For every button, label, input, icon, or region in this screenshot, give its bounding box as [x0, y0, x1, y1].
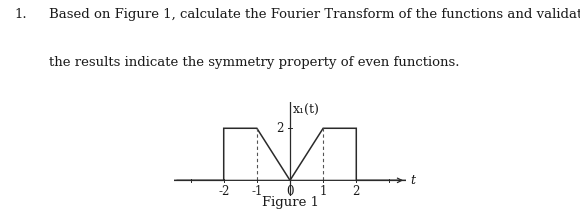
Text: 2: 2	[277, 122, 284, 135]
Text: x₁(t): x₁(t)	[293, 104, 320, 117]
Text: -2: -2	[218, 185, 230, 198]
Text: t: t	[410, 174, 415, 187]
Text: 2: 2	[353, 185, 360, 198]
Text: Based on Figure 1, calculate the Fourier Transform of the functions and validate: Based on Figure 1, calculate the Fourier…	[49, 8, 580, 21]
Text: 1.: 1.	[14, 8, 27, 21]
Text: the results indicate the symmetry property of even functions.: the results indicate the symmetry proper…	[49, 56, 460, 69]
Text: 0: 0	[287, 185, 293, 198]
Text: Figure 1: Figure 1	[262, 196, 318, 209]
Text: -1: -1	[251, 185, 263, 198]
Text: 1: 1	[320, 185, 327, 198]
